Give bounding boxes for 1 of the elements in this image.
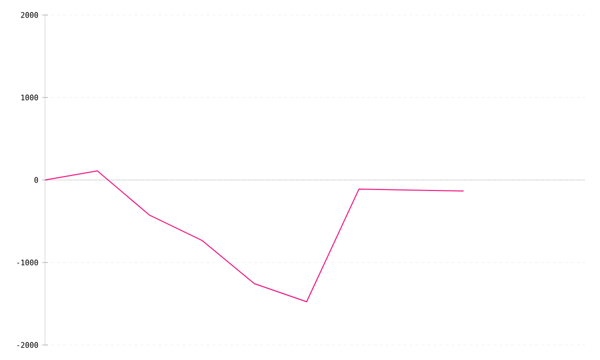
line-series bbox=[44, 170, 464, 302]
